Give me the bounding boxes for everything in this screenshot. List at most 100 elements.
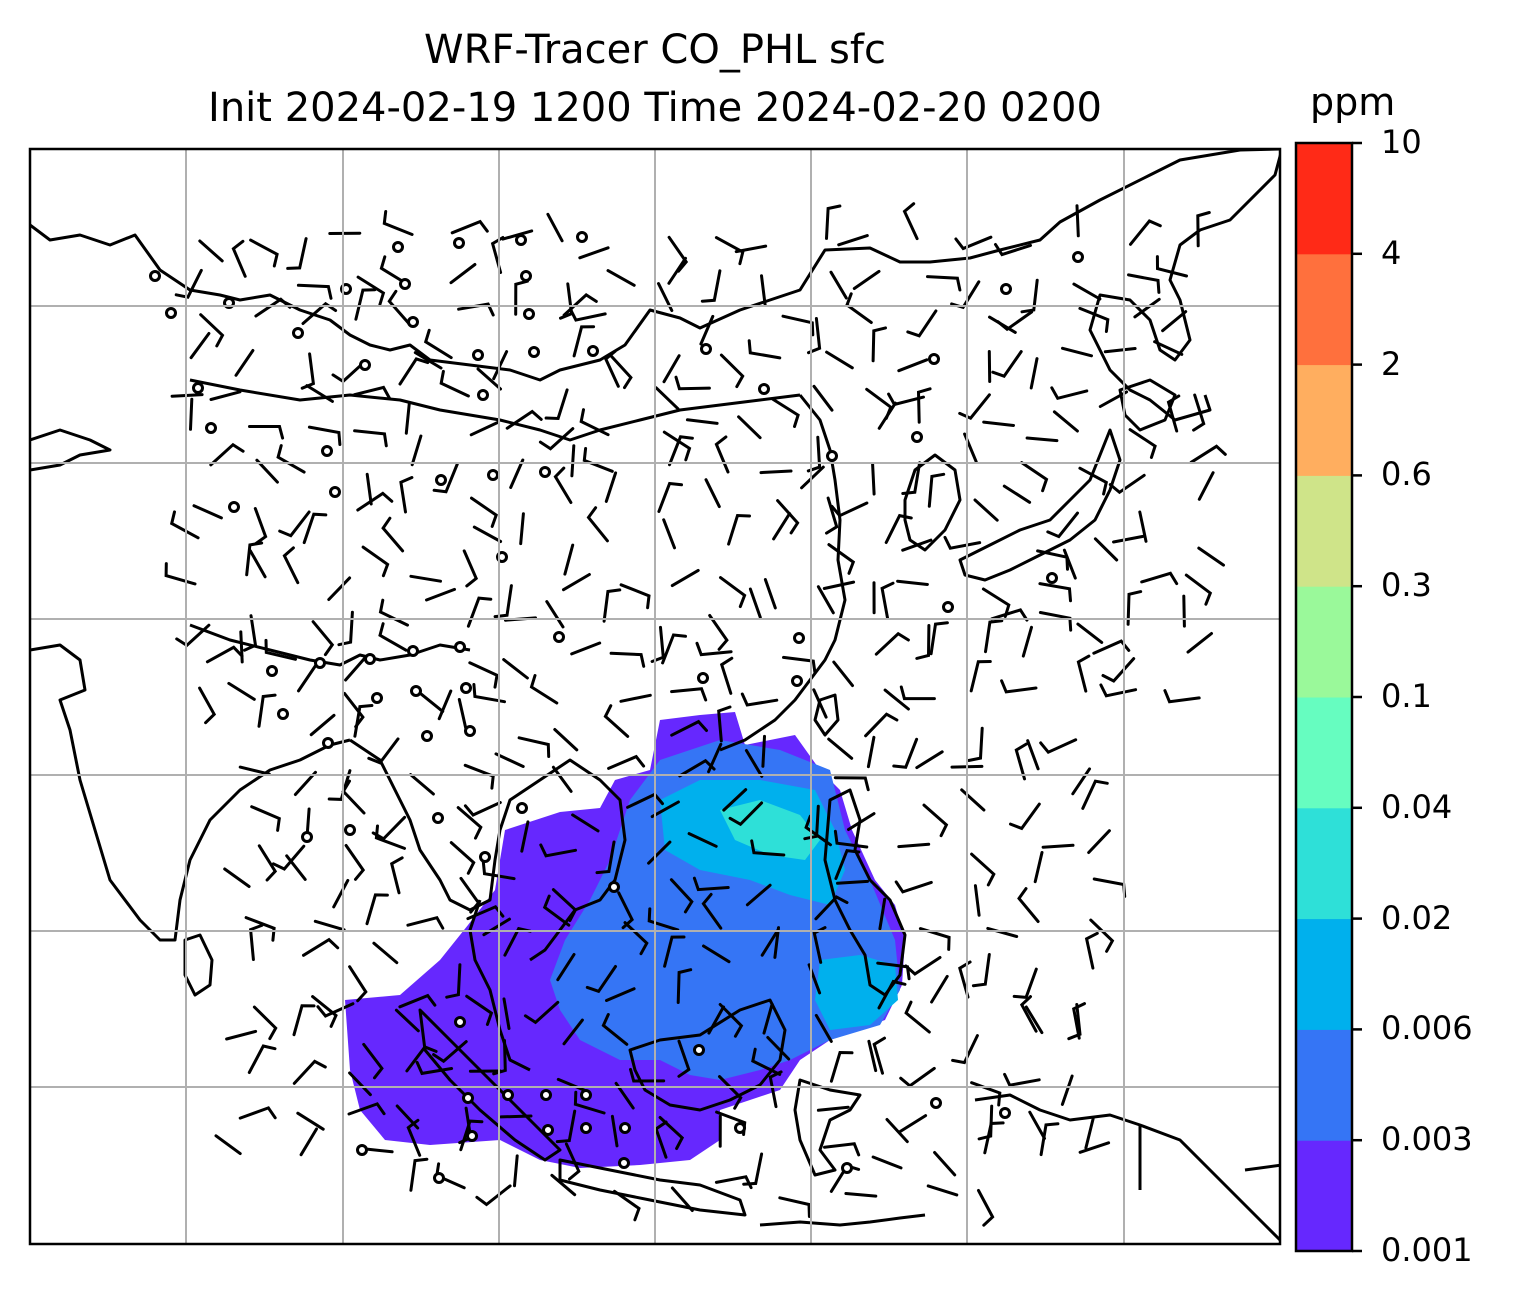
wind-barb: [1112, 534, 1145, 544]
wind-barb: [1009, 802, 1041, 831]
wind-barb: [231, 239, 247, 278]
wind-barb: [1127, 273, 1161, 294]
calm-marker: [344, 824, 356, 836]
wind-barb: [337, 610, 354, 647]
wind-barb: [553, 466, 573, 504]
map-frame: [28, 147, 1282, 1246]
wind-barb: [305, 384, 334, 403]
colorbar-tick-label: 0.1: [1381, 677, 1432, 715]
wind-barb: [662, 518, 676, 550]
wind-barb: [852, 269, 881, 290]
calm-marker: [292, 327, 304, 339]
wind-barb: [737, 415, 762, 440]
wind-barb: [619, 583, 651, 610]
wind-barb: [562, 1018, 584, 1046]
wind-barb: [513, 1154, 519, 1188]
calm-marker: [266, 665, 278, 677]
wind-barb: [1075, 204, 1080, 238]
wind-barb: [727, 513, 751, 546]
wind-barb: [1197, 546, 1225, 567]
wind-barb: [490, 236, 505, 274]
wind-barb: [898, 1114, 928, 1133]
wind-barb: [550, 1173, 577, 1197]
wind-barb: [302, 512, 328, 545]
wind-barb: [1182, 594, 1186, 628]
wind-barb: [973, 498, 999, 522]
wind-barb: [958, 960, 972, 999]
wind-barb: [301, 301, 338, 325]
wind-barb: [302, 937, 340, 957]
wind-barb: [492, 1039, 507, 1076]
wind-barb: [249, 238, 279, 268]
calm-marker: [542, 1124, 554, 1136]
wind-barb: [378, 622, 408, 652]
wind-barb: [432, 462, 459, 494]
coastline-india: [30, 643, 351, 942]
wind-barb: [1153, 340, 1184, 356]
wind-barb: [239, 630, 244, 664]
calm-marker: [435, 474, 447, 486]
colorbar-tick-label: 0.3: [1381, 566, 1432, 605]
wind-barb: [379, 255, 409, 286]
wind-barb: [892, 737, 919, 769]
wind-barb: [1062, 548, 1077, 580]
chart-title-line-2: Init 2024-02-19 1200 Time 2024-02-20 020…: [208, 85, 1102, 131]
wind-barb: [1092, 639, 1131, 655]
calm-marker: [356, 1144, 368, 1156]
wind-barb: [977, 1104, 994, 1141]
wind-barb: [505, 409, 543, 430]
wind-barb: [347, 1102, 386, 1116]
wind-barb: [470, 496, 498, 528]
wind-barb: [459, 1119, 484, 1152]
wind-barb: [816, 585, 835, 615]
wind-barb: [1166, 394, 1181, 433]
wind-barb: [569, 307, 607, 322]
calm-marker: [580, 1122, 592, 1134]
wind-barb: [1126, 590, 1143, 626]
wind-barb: [296, 1111, 325, 1131]
wind-barb: [702, 944, 731, 964]
wind-barb: [410, 434, 423, 467]
wind-barb: [677, 1039, 691, 1078]
calm-marker: [523, 308, 535, 320]
wind-barb: [603, 349, 620, 388]
wind-barb: [814, 1013, 833, 1043]
calm-marker: [793, 632, 805, 644]
calm-marker: [329, 486, 341, 498]
wind-barb: [670, 1186, 694, 1212]
wind-barb: [878, 897, 887, 931]
calm-wind-markers: [149, 231, 1084, 1184]
wind-barb: [1021, 625, 1033, 658]
wind-barb: [1138, 510, 1148, 543]
wind-barb: [899, 685, 936, 701]
calm-marker: [228, 501, 240, 513]
wind-barb: [299, 1127, 318, 1157]
wind-barb: [759, 469, 793, 475]
wind-barb: [674, 375, 711, 391]
wind-barb: [311, 995, 338, 1028]
wind-barb: [199, 313, 225, 348]
calm-marker: [301, 831, 313, 843]
wind-barb: [825, 496, 839, 535]
wind-barb: [348, 965, 368, 1003]
wind-barb: [1078, 466, 1109, 496]
calm-marker: [515, 234, 527, 246]
wind-barb: [930, 974, 949, 1004]
calm-marker: [205, 422, 217, 434]
wind-barb: [553, 728, 579, 752]
wind-barb: [871, 462, 876, 496]
coastline-east-islands: [1244, 1163, 1280, 1172]
wind-barb: [904, 1000, 931, 1034]
wind-barb: [571, 813, 600, 833]
wind-barb: [833, 829, 869, 849]
coastline-korea: [903, 453, 962, 552]
wind-barb: [466, 596, 493, 628]
wind-barb: [1017, 887, 1040, 923]
wind-barb: [1050, 386, 1089, 401]
wind-barb: [1071, 767, 1091, 796]
wind-barb: [670, 568, 700, 588]
wind-barb: [465, 994, 494, 1026]
wind-barb: [717, 705, 732, 743]
wind-barb: [309, 713, 336, 737]
wind-barb: [417, 691, 445, 713]
